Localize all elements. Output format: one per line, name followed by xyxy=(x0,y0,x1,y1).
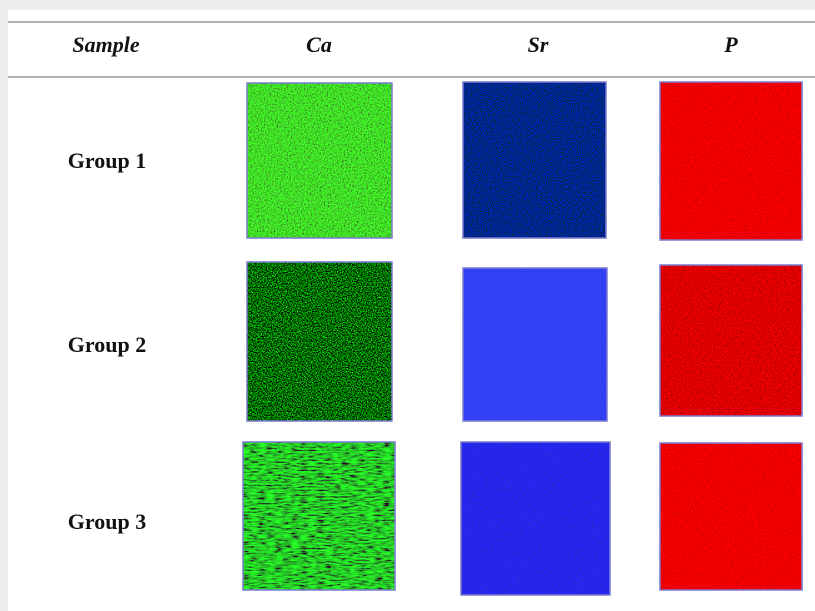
page: Sample Ca Sr P Group 1 Group 2 Group 3 (… xyxy=(0,0,815,611)
sr-map xyxy=(463,82,606,238)
sr-map xyxy=(461,442,610,595)
p-map xyxy=(660,265,802,416)
top-strip xyxy=(0,0,815,10)
row-label: Group 1 xyxy=(68,148,146,173)
sr-map xyxy=(463,268,607,421)
row-label: Group 3 xyxy=(68,509,146,534)
p-map xyxy=(660,443,802,590)
ca-map xyxy=(243,442,395,590)
ca-map xyxy=(247,262,392,421)
p-map xyxy=(660,82,802,240)
column-header: Ca xyxy=(306,32,332,57)
left-strip xyxy=(0,0,8,611)
column-header: P xyxy=(723,32,738,57)
column-header: Sr xyxy=(528,32,549,57)
column-header: Sample xyxy=(72,32,139,57)
row-label: Group 2 xyxy=(68,332,146,357)
figure-table: Sample Ca Sr P Group 1 Group 2 Group 3 xyxy=(0,0,815,611)
ca-map xyxy=(247,83,392,238)
